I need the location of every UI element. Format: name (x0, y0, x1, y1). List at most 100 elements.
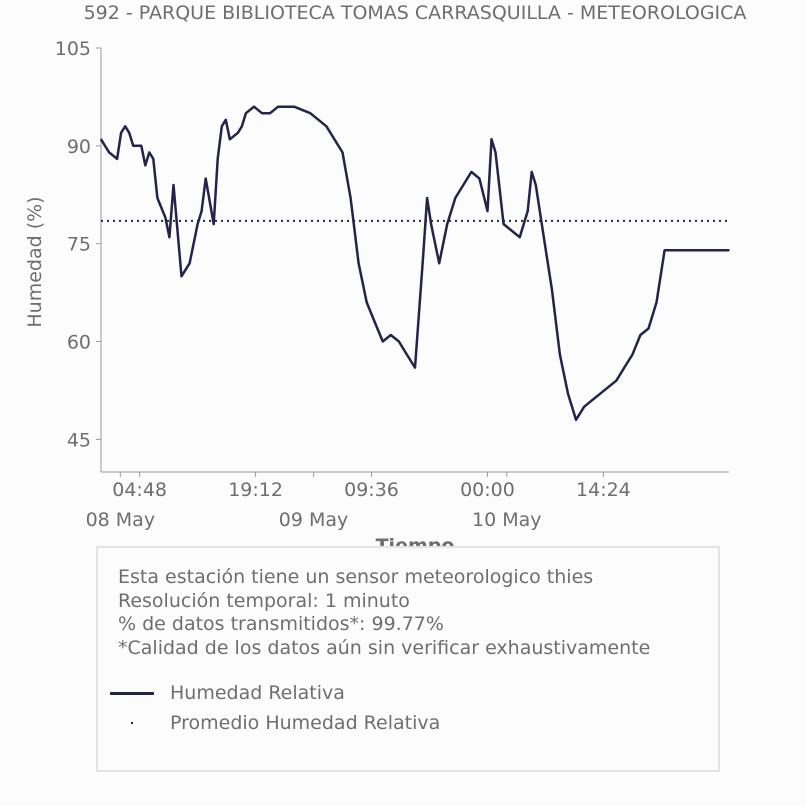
data-point (253, 105, 255, 108)
data-point (502, 223, 505, 225)
data-point (192, 242, 195, 245)
data-point (373, 321, 376, 323)
data-point (365, 301, 368, 304)
x-tick-label: 19:12 (228, 479, 283, 501)
data-point (526, 210, 529, 212)
data-point (438, 262, 440, 265)
y-tick-label: 105 (55, 38, 91, 60)
data-point (591, 399, 593, 402)
data-point (607, 386, 610, 389)
data-point (390, 334, 392, 336)
data-point (220, 125, 223, 128)
data-point (679, 249, 682, 252)
data-point (575, 419, 577, 421)
info-line-quality: *Calidad de los datos aún sin verificar … (118, 636, 651, 659)
data-point (216, 158, 219, 160)
legend-item-humedad: Humedad Relativa (110, 682, 610, 706)
data-point (148, 151, 151, 154)
data-point (663, 249, 666, 252)
chart: 45 60 75 90 105 04:48 19:12 09:36 00:00 14:24 08 M… (55, 38, 730, 531)
data-point (156, 197, 159, 199)
data-point (144, 164, 147, 167)
data-point (349, 197, 352, 199)
data-point (426, 197, 428, 199)
data-point (261, 112, 263, 115)
info-line-transmitted: % de datos transmitidos*: 99.77% (118, 613, 444, 635)
x-date-label: 08 May (86, 509, 156, 531)
data-point (446, 223, 449, 225)
legend-label: Promedio Humedad Relativa (170, 712, 441, 734)
x-date-label: 09 May (279, 509, 349, 531)
data-point (245, 112, 247, 115)
info-line-resolution: Resolución temporal: 1 minuto (118, 589, 410, 612)
data-point (398, 340, 400, 343)
data-point (241, 125, 243, 128)
data-point (518, 236, 521, 238)
data-point (120, 132, 122, 134)
y-axis-label: Humedad (%) (24, 196, 46, 328)
data-point (309, 112, 312, 115)
data-point (128, 132, 130, 134)
data-point (269, 112, 271, 115)
data-point (687, 249, 690, 252)
chart-title: 592 - PARQUE BIBLIOTECA TOMAS CARRASQUIL… (83, 2, 747, 24)
data-point (615, 379, 618, 382)
data-point (168, 236, 171, 238)
data-point (212, 223, 215, 225)
station-info: Esta estación tiene un sensor meteorolog… (118, 566, 650, 660)
data-point (140, 145, 143, 147)
data-point (164, 216, 167, 219)
data-point (647, 327, 650, 330)
data-point (712, 249, 714, 252)
data-point (422, 255, 424, 258)
data-point (478, 177, 481, 180)
data-point (454, 197, 457, 199)
data-point (124, 125, 126, 128)
data-point (188, 262, 191, 265)
data-point (551, 288, 553, 291)
data-point (430, 223, 432, 225)
data-point (583, 405, 585, 408)
data-point (381, 340, 384, 343)
data-point (224, 118, 227, 121)
y-tick-label: 90 (67, 136, 91, 158)
x-tick-label: 04:48 (112, 479, 167, 501)
legend-label: Humedad Relativa (170, 682, 345, 704)
data-point (494, 151, 497, 154)
legend-line-icon (110, 692, 154, 695)
x-tick-label: 09:36 (344, 479, 399, 501)
data-point (671, 249, 674, 252)
data-point (229, 138, 231, 141)
data-point (655, 301, 658, 304)
data-point (720, 249, 722, 252)
y-tick-label: 75 (67, 234, 91, 256)
data-point (567, 392, 569, 395)
data-point (406, 353, 408, 356)
data-point (172, 184, 175, 186)
data-point (490, 138, 493, 141)
info-legend-box: Esta estación tiene un sensor meteorolog… (96, 546, 720, 772)
data-point (152, 158, 155, 160)
data-point (470, 171, 473, 173)
data-point (237, 132, 239, 134)
x-tick-label: 00:00 (460, 479, 515, 501)
info-line-sensor: Esta estación tiene un sensor meteorolog… (118, 566, 594, 588)
data-point (530, 171, 533, 173)
data-point (325, 125, 328, 128)
x-date-label: 10 May (472, 509, 542, 531)
data-point (559, 353, 561, 356)
data-point (277, 105, 279, 108)
y-tick-label: 45 (67, 429, 91, 451)
data-point (462, 184, 465, 186)
series-line-humedad (99, 105, 729, 422)
data-point (108, 151, 110, 154)
data-point (100, 138, 102, 141)
data-point (728, 249, 730, 252)
legend-item-promedio: Promedio Humedad Relativa (110, 712, 610, 736)
data-point (293, 105, 296, 108)
data-point (631, 353, 634, 356)
data-point (695, 249, 698, 252)
data-point (196, 223, 199, 225)
data-point (543, 236, 545, 238)
x-tick-label: 14:24 (576, 479, 631, 501)
